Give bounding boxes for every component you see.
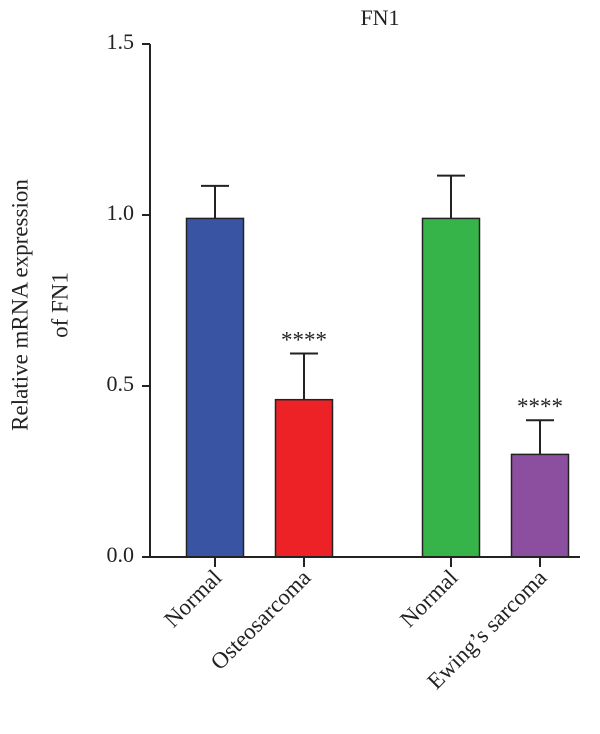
x-category-label: Normal <box>159 565 226 632</box>
y-axis-label-line-2: of FN1 <box>47 272 72 338</box>
chart-title: FN1 <box>360 5 399 30</box>
significance-marks: **** **** <box>281 328 563 420</box>
bars <box>185 217 570 558</box>
bar-2 <box>274 398 334 558</box>
y-tick-label: 0.5 <box>107 371 135 396</box>
bar-4 <box>510 453 570 558</box>
x-category-label: Normal <box>395 565 462 632</box>
y-axis-label-line-1: Relative mRNA expression <box>7 179 32 431</box>
y-tick-label: 1.0 <box>107 200 135 225</box>
y-tick-label: 1.5 <box>107 29 135 54</box>
y-axis-label: Relative mRNA expression of FN1 <box>7 179 72 431</box>
error-bars <box>201 174 554 455</box>
significance-mark-4: **** <box>517 394 563 419</box>
y-axis: 0.0 0.5 1.0 1.5 <box>107 29 151 567</box>
bar-1 <box>185 217 245 558</box>
bar-3 <box>421 217 481 558</box>
significance-mark-2: **** <box>281 328 327 353</box>
y-tick-label: 0.0 <box>107 542 135 567</box>
